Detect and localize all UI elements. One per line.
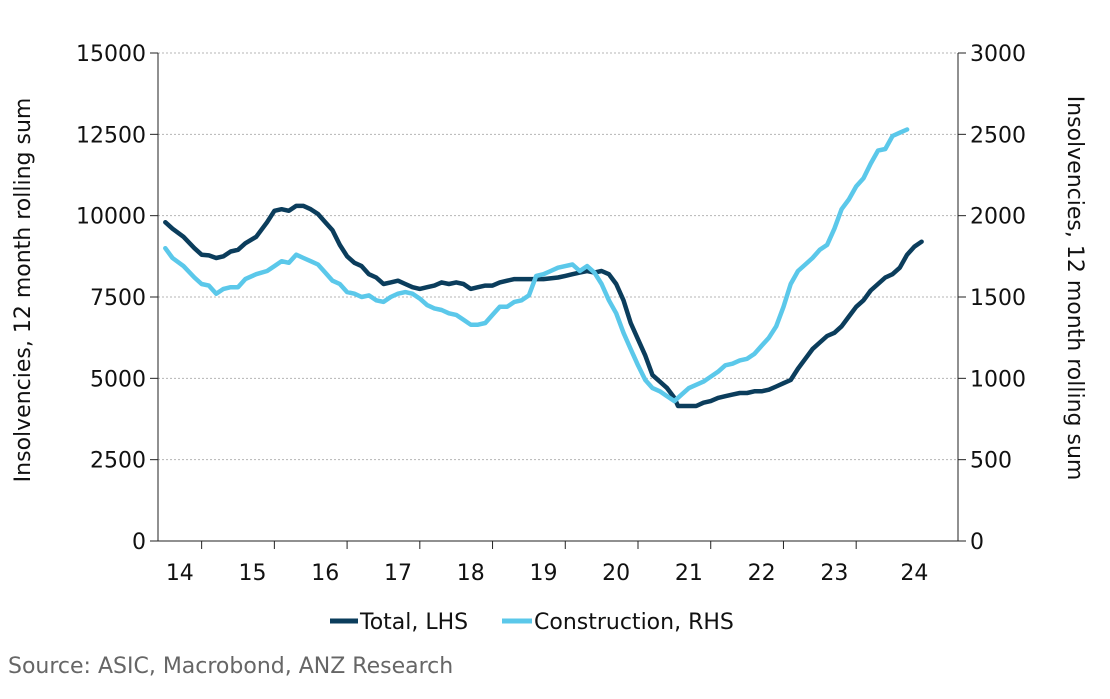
gridlines	[158, 52, 958, 461]
left-tick-label: 7500	[90, 286, 146, 311]
left-axis-ticks: 0 2500 5000 7500 10000 12500 15000	[76, 42, 158, 555]
x-tick-label: 22	[748, 561, 776, 586]
legend-label-total: Total, LHS	[359, 610, 468, 635]
x-tick-label: 16	[311, 561, 339, 586]
x-tick-label: 20	[602, 561, 630, 586]
right-tick-label: 1500	[970, 286, 1026, 311]
right-tick-label: 2000	[970, 205, 1026, 230]
x-tick-label: 23	[820, 561, 848, 586]
x-tick-label: 21	[675, 561, 703, 586]
legend: Total, LHS Construction, RHS	[330, 610, 734, 635]
left-tick-label: 0	[132, 530, 146, 555]
x-tick-label: 24	[900, 561, 928, 586]
x-tick-label: 19	[529, 561, 557, 586]
left-tick-label: 2500	[90, 449, 146, 474]
series-line-construction	[163, 127, 910, 404]
left-tick-label: 12500	[76, 123, 146, 148]
left-tick-label: 15000	[76, 42, 146, 67]
series-lines	[163, 127, 924, 409]
legend-label-construction: Construction, RHS	[534, 610, 734, 635]
right-axis-title: Insolvencies, 12 month rolling sum	[1062, 96, 1087, 481]
left-axis-title: Insolvencies, 12 month rolling sum	[11, 98, 36, 483]
right-tick-label: 0	[970, 530, 984, 555]
right-tick-label: 1000	[970, 367, 1026, 392]
left-tick-label: 10000	[76, 205, 146, 230]
series-line-total	[163, 203, 924, 409]
x-tick-label: 14	[166, 561, 194, 586]
x-tick-label: 17	[384, 561, 412, 586]
right-tick-label: 2500	[970, 123, 1026, 148]
x-tick-label: 15	[239, 561, 267, 586]
right-tick-label: 3000	[970, 42, 1026, 67]
right-tick-label: 500	[970, 449, 1012, 474]
x-axis-ticks: 14 15 16 17 18 19 20 21 22 23 24	[166, 541, 928, 586]
x-tick-label: 18	[457, 561, 485, 586]
left-tick-label: 5000	[90, 367, 146, 392]
right-axis-ticks: 0 500 1000 1500 2000 2500 3000	[958, 42, 1026, 555]
source-note: Source: ASIC, Macrobond, ANZ Research	[8, 654, 454, 679]
